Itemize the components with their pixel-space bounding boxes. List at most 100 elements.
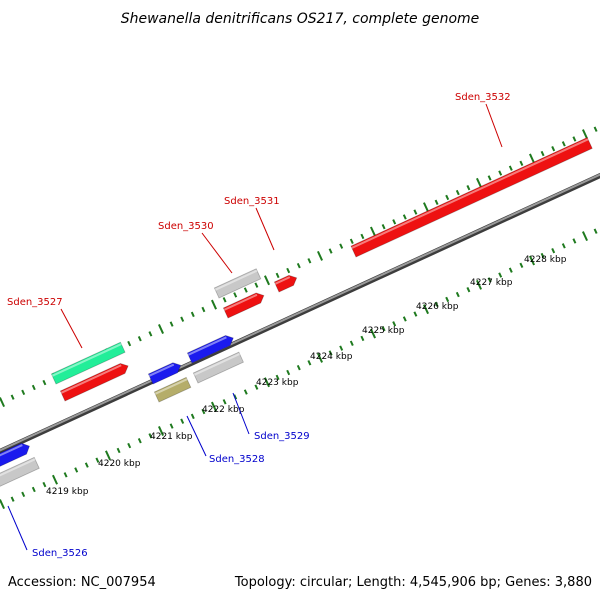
minor-tick [286,369,291,376]
major-tick [529,153,535,164]
scale-label: 4220 kbp [98,459,141,469]
minor-tick [201,306,206,313]
map-title: Shewanella denitrificans OS217, complete… [121,11,480,27]
minor-tick [63,472,68,478]
backbone-highlight [0,173,600,452]
scale-label: 4228 kbp [524,255,567,265]
minor-tick [381,223,386,230]
minor-tick [593,228,598,234]
minor-tick [21,491,26,498]
minor-tick [169,423,174,429]
minor-tick [222,399,227,405]
minor-tick [254,384,259,390]
minor-tick [116,447,121,454]
gene-sden-3526-highlight [0,458,36,477]
major-tick [423,304,429,315]
scale-label: 4222 kbp [202,405,245,415]
gene-label: Sden_3532 [455,92,511,103]
minor-tick [381,325,386,332]
minor-tick [445,194,450,201]
minor-tick [466,286,471,293]
major-tick [0,499,5,510]
minor-tick [275,272,280,279]
gene-sden-3529-highlight [193,353,241,376]
major-tick [370,226,376,237]
minor-tick [10,394,15,400]
label-leader-line [485,103,503,148]
minor-tick [434,199,439,205]
minor-tick [190,413,195,420]
minor-tick [84,462,89,468]
scale-label: 4224 kbp [310,352,353,362]
major-tick [211,299,217,310]
gene-sden-3526-blue-highlight [0,444,23,457]
scale-label: 4221 kbp [150,432,193,442]
gene-sden-3528-blue-highlight [148,363,175,377]
minor-tick [572,136,577,142]
gene-sden-3531 [273,274,298,293]
major-tick [264,377,270,388]
gene-sden-3531-highlight [274,276,291,285]
minor-tick [455,291,460,298]
minor-tick [434,301,439,307]
minor-tick [243,287,248,293]
gene-label: Sden_3530 [158,221,214,232]
major-tick [317,352,323,363]
minor-tick [466,184,471,191]
minor-tick [519,262,524,269]
minor-tick [519,160,524,167]
minor-tick [307,258,312,264]
minor-tick [360,335,365,342]
gene-sden-3527-teal [50,341,126,385]
minor-tick [349,340,354,346]
minor-tick [180,418,185,424]
minor-tick [180,316,185,322]
minor-tick [127,442,132,449]
major-tick [582,231,588,242]
label-leader-line [60,308,83,349]
minor-tick [201,408,206,415]
label-leader-line [201,232,233,274]
gene-sden-3528 [153,376,192,403]
minor-tick [137,336,142,342]
genome-summary-text: Topology: circular; Length: 4,545,906 bp… [234,575,592,590]
major-tick [529,255,535,266]
gene-sden-3529 [192,351,244,384]
major-tick [158,324,164,334]
minor-tick [31,486,36,493]
gene-sden-3530-grey [213,268,262,299]
scale-label: 4225 kbp [362,326,405,336]
minor-tick [508,267,513,273]
gene-label: Sden_3526 [32,548,88,559]
gene-sden-3532-highlight [351,138,589,249]
minor-tick [402,316,407,322]
minor-tick [392,219,397,225]
minor-tick [413,209,418,215]
minor-tick [498,272,503,278]
minor-tick [275,374,280,381]
minor-tick [508,165,513,171]
major-tick [211,401,217,412]
gene-sden-3527-teal-highlight [51,343,122,377]
gene-sden-3530-grey-highlight [214,269,258,291]
minor-tick [328,248,333,254]
minor-tick [190,311,195,318]
minor-tick [455,189,460,196]
major-tick [423,202,429,213]
label-leader-line [7,505,28,551]
minor-tick [413,311,418,317]
minor-tick [487,175,492,181]
label-leader-line [186,415,207,457]
gene-sden-3526-blue [0,442,30,467]
minor-tick [360,233,365,240]
minor-tick [540,150,545,157]
minor-tick [307,360,312,366]
gene-sden-3528-highlight [154,378,188,395]
scale-label: 4223 kbp [256,378,299,388]
major-tick [264,275,270,286]
minor-tick [74,467,79,473]
scale-label: 4219 kbp [46,487,89,497]
backbone [0,172,600,455]
gene-sden-3528-blue [147,362,182,385]
